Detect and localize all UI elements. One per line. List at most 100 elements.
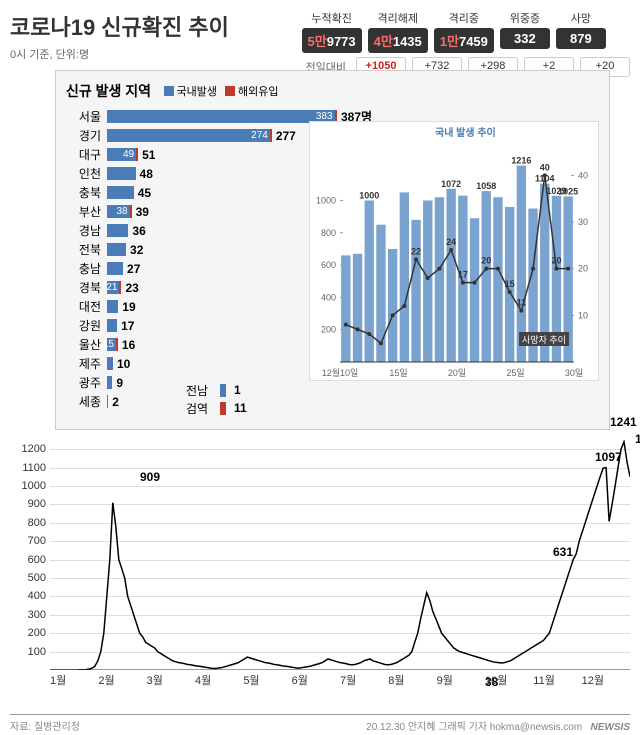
- x-tick: 8월: [388, 672, 436, 688]
- mini-chart: 2004006008001000102030401000107210581216…: [309, 121, 599, 381]
- svg-text:20: 20: [578, 264, 588, 274]
- region-total: 23: [125, 281, 138, 295]
- region-bar-domestic: [107, 357, 113, 370]
- region-bar-domestic: [107, 186, 134, 199]
- region-bar-imported: [136, 148, 138, 161]
- x-tick: 3월: [147, 672, 195, 688]
- region-name: 전북: [66, 241, 101, 258]
- subtitle: 0시 기준, 단위:명: [10, 46, 229, 62]
- stat-label: 누적확진: [302, 10, 362, 26]
- region-total: 32: [130, 243, 143, 257]
- y-tick: 300: [28, 609, 46, 621]
- region-name: 경기: [66, 127, 101, 144]
- x-tick: 6월: [292, 672, 340, 688]
- region-name: 경북: [66, 279, 101, 296]
- x-tick: 4월: [195, 672, 243, 688]
- region-name: 서울: [66, 108, 101, 125]
- mini-chart-svg: 2004006008001000102030401000107210581216…: [310, 122, 600, 382]
- stats-row: 누적확진 5만9773격리해제 4만1435격리중 1만7459위중증 332사…: [302, 10, 630, 53]
- stat-value: 4만1435: [368, 28, 428, 53]
- region-bar-domestic: [107, 262, 123, 275]
- region-total: 45: [138, 186, 151, 200]
- region-bar-domestic: [107, 300, 118, 313]
- region-name: 부산: [66, 203, 101, 220]
- svg-text:11: 11: [517, 298, 527, 308]
- y-tick: 1000: [22, 480, 46, 492]
- stat-box: 누적확진 5만9773: [302, 10, 362, 53]
- svg-text:1000: 1000: [359, 190, 379, 200]
- region-name: 인천: [66, 165, 101, 182]
- x-tick: 10월: [485, 672, 533, 688]
- region-legend: 국내발생 해외유입: [164, 83, 279, 99]
- region-name: 강원: [66, 317, 101, 334]
- chart-annotation: 631: [553, 545, 573, 559]
- svg-text:40: 40: [540, 162, 550, 172]
- svg-text:17: 17: [458, 270, 468, 280]
- stat-box: 격리해제 4만1435: [368, 10, 428, 53]
- region-total: 2: [112, 395, 119, 409]
- stat-value: 332: [500, 28, 550, 49]
- region-bar-domestic: 383: [107, 110, 335, 123]
- region-total: 27: [127, 262, 140, 276]
- svg-text:1216: 1216: [511, 156, 531, 166]
- svg-text:25일: 25일: [506, 368, 524, 378]
- svg-text:30: 30: [578, 217, 588, 227]
- region-bar-domestic: 49: [107, 148, 136, 161]
- svg-text:200: 200: [321, 325, 336, 335]
- logo-text: NEWSIS: [591, 722, 630, 733]
- footer: 자료: 질병관리청 20.12.30 안지혜 그래픽 기자 hokma@news…: [10, 714, 630, 733]
- y-tick: 700: [28, 535, 46, 547]
- header: 코로나19 신규확진 추이 0시 기준, 단위:명 누적확진 5만9773격리해…: [10, 10, 630, 77]
- x-tick: 7월: [340, 672, 388, 688]
- svg-text:20일: 20일: [448, 368, 466, 378]
- region-total: 36: [132, 224, 145, 238]
- stat-label: 격리중: [434, 10, 494, 26]
- y-tick: 600: [28, 554, 46, 566]
- region-name: 대전: [66, 298, 101, 315]
- svg-text:국내 발생 추이: 국내 발생 추이: [435, 126, 496, 139]
- y-tick: 1100: [22, 462, 46, 474]
- stat-value: 1만7459: [434, 28, 494, 53]
- svg-text:30일: 30일: [565, 368, 583, 378]
- stat-box: 위중증 332: [500, 10, 550, 53]
- region-name: 울산: [66, 336, 101, 353]
- region-bar-domestic: [107, 319, 117, 332]
- region-bar-domestic: 38: [107, 205, 130, 218]
- region-bar-domestic: [107, 167, 136, 180]
- chart-annotation: 1132: [635, 432, 640, 446]
- x-tick: 1월: [50, 672, 98, 688]
- extra-region-row: 전남1: [186, 381, 247, 399]
- region-total: 10: [117, 357, 130, 371]
- x-tick: 12월: [582, 672, 630, 688]
- svg-text:1000: 1000: [316, 195, 336, 205]
- source-text: 자료: 질병관리청: [10, 718, 80, 733]
- region-bar-domestic: [107, 376, 112, 389]
- region-total: 17: [121, 319, 134, 333]
- svg-text:40: 40: [578, 170, 588, 180]
- y-tick: 900: [28, 498, 46, 510]
- stat-label: 사망: [556, 10, 606, 26]
- region-name: 충남: [66, 260, 101, 277]
- region-row: 세종 2: [66, 392, 599, 411]
- region-total: 48: [140, 167, 153, 181]
- region-bar-domestic: 21: [107, 281, 119, 294]
- svg-text:1025: 1025: [558, 186, 578, 196]
- stat-label: 격리해제: [368, 10, 428, 26]
- x-tick: 11월: [533, 672, 581, 688]
- svg-text:12월10일: 12월10일: [322, 367, 359, 378]
- main-title: 코로나19 신규확진 추이: [10, 10, 229, 42]
- extra-region-row: 검역11: [186, 399, 247, 417]
- region-panel-title: 신규 발생 지역: [66, 83, 151, 99]
- svg-text:1058: 1058: [476, 181, 496, 191]
- region-name: 세종: [66, 393, 101, 410]
- svg-text:사망자 추이: 사망자 추이: [522, 335, 566, 345]
- y-tick: 100: [28, 646, 46, 658]
- credit-text: 20.12.30 안지혜 그래픽 기자 hokma@newsis.com: [366, 722, 582, 733]
- svg-text:1072: 1072: [441, 179, 461, 189]
- region-panel: 신규 발생 지역 국내발생 해외유입 서울 383 387명 경기 274 27…: [55, 70, 610, 430]
- stat-value: 5만9773: [302, 28, 362, 53]
- svg-text:400: 400: [321, 292, 336, 302]
- svg-text:15일: 15일: [389, 368, 407, 378]
- region-name: 대구: [66, 146, 101, 163]
- imported-swatch: [225, 86, 235, 96]
